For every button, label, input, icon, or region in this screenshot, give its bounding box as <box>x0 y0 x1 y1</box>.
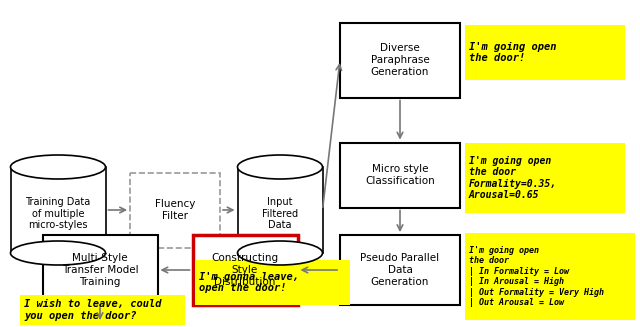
Bar <box>195 260 350 305</box>
Bar <box>42 235 157 305</box>
Bar <box>340 235 460 305</box>
Text: I'm going open
the door
Formality=0.35,
Arousal=0.65: I'm going open the door Formality=0.35, … <box>469 156 557 200</box>
Bar <box>465 143 625 213</box>
Text: Training Data
of multiple
micro-styles: Training Data of multiple micro-styles <box>26 197 91 230</box>
Bar <box>12 167 104 252</box>
Text: Multi-Style
Transfer Model
Training: Multi-Style Transfer Model Training <box>61 253 138 286</box>
Bar <box>465 25 625 80</box>
Text: Diverse
Paraphrase
Generation: Diverse Paraphrase Generation <box>371 43 429 77</box>
Bar <box>340 143 460 208</box>
Text: Micro style
Classification: Micro style Classification <box>365 164 435 186</box>
Text: Constructing
Style
Distribution: Constructing Style Distribution <box>211 253 278 286</box>
Bar <box>193 235 298 305</box>
Bar <box>239 167 321 252</box>
Text: I'm gonna leave,
open the door!: I'm gonna leave, open the door! <box>199 272 299 293</box>
Bar <box>340 23 460 97</box>
Text: I'm going open
the door
| In Formality = Low
| In Arousal = High
| Out Formality: I'm going open the door | In Formality =… <box>469 246 604 307</box>
Text: Fluency
Filter: Fluency Filter <box>155 199 195 221</box>
Bar <box>10 167 106 253</box>
Ellipse shape <box>10 155 106 179</box>
Bar <box>465 233 635 320</box>
Ellipse shape <box>237 155 323 179</box>
Ellipse shape <box>10 241 106 265</box>
Text: I'm going open
the door!: I'm going open the door! <box>469 42 557 63</box>
Text: I wish to leave, could
you open the door?: I wish to leave, could you open the door… <box>24 299 161 321</box>
Bar <box>20 295 185 325</box>
Bar <box>130 173 220 248</box>
Bar <box>237 167 323 253</box>
Text: Pseudo Parallel
Data
Generation: Pseudo Parallel Data Generation <box>360 253 440 286</box>
Ellipse shape <box>237 241 323 265</box>
Text: Input
Filtered
Data: Input Filtered Data <box>262 197 298 230</box>
